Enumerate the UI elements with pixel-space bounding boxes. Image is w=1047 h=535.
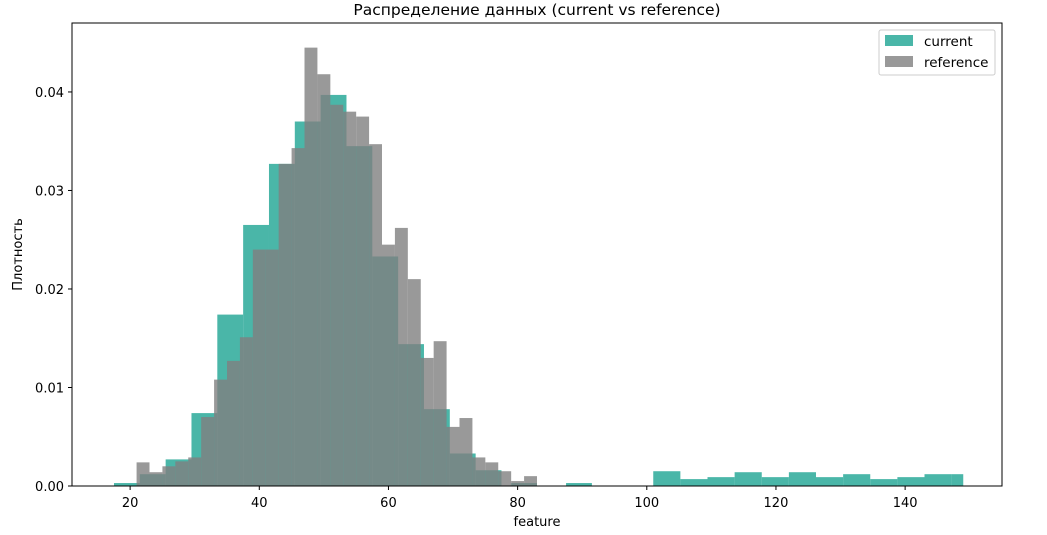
bar-current-19 [707,477,735,486]
bar-reference-3 [175,461,189,486]
bar-reference-7 [227,360,240,486]
y-tick-label: 0.01 [35,381,64,396]
legend-swatch-current [885,35,913,46]
bar-reference-18 [369,144,382,486]
bar-reference-27 [485,462,499,486]
chart-title: Распределение данных (current vs referen… [353,1,720,19]
x-tick-label: 40 [251,496,268,511]
legend-label-reference: reference [924,55,988,71]
bar-reference-2 [162,466,176,486]
legend-swatch-reference [885,56,913,67]
bar-current-20 [734,472,762,486]
bar-current-28 [951,474,964,486]
plot-frame [71,22,1003,487]
bar-reference-6 [214,379,227,486]
bar-reference-5 [201,417,215,486]
bar-reference-0 [136,462,150,486]
series-reference-bars [136,47,537,487]
bar-reference-12 [291,148,305,486]
bar-reference-23 [433,341,447,486]
bar-current-22 [788,472,816,486]
bar-current-18 [680,479,708,486]
bar-reference-1 [149,472,163,486]
x-tick-label: 140 [893,496,918,511]
bar-reference-10 [265,249,279,486]
bar-reference-25 [459,418,473,486]
bar-reference-14 [317,74,331,487]
bar-reference-28 [498,471,512,486]
y-tick-label: 0.00 [35,480,64,495]
bar-reference-11 [278,163,292,486]
legend-label-current: current [924,34,973,50]
x-tick-label: 60 [380,496,397,511]
bar-current-24 [843,474,871,486]
x-tick-label: 20 [122,496,139,511]
bar-current-23 [816,477,844,486]
x-tick-label: 80 [509,496,526,511]
bar-current-21 [761,477,789,486]
x-axis-ticks: 20 40 60 80 100 120 140 [122,486,918,511]
bar-reference-15 [330,104,344,487]
bar-reference-16 [343,111,357,486]
bar-reference-26 [472,457,486,486]
legend: current reference [878,29,996,76]
x-tick-label: 100 [634,496,659,511]
bar-reference-29 [511,481,525,486]
bar-current-26 [897,477,925,486]
bar-reference-17 [356,116,370,486]
bar-reference-24 [446,426,460,486]
bar-current-27 [924,474,952,486]
bar-reference-9 [252,249,266,486]
bar-reference-30 [524,476,537,486]
y-tick-label: 0.02 [35,283,64,298]
bar-reference-13 [304,47,318,487]
y-tick-label: 0.03 [35,184,64,199]
bar-reference-21 [407,279,421,486]
bar-current-0 [113,483,140,486]
bar-current-17 [653,471,681,486]
bar-reference-19 [382,244,395,486]
bar-reference-8 [239,337,253,486]
bar-reference-4 [188,457,202,486]
bar-current-25 [870,479,898,486]
y-axis-ticks: 0.00 0.01 0.02 0.03 0.04 [35,86,72,495]
bar-reference-22 [420,357,434,486]
y-tick-label: 0.04 [35,86,64,101]
plot-area [71,22,1003,487]
bar-reference-20 [394,227,408,486]
bar-current-16 [566,483,592,486]
x-axis-label: feature [514,515,561,530]
y-axis-label: Плотность [11,218,26,290]
x-tick-label: 120 [764,496,789,511]
